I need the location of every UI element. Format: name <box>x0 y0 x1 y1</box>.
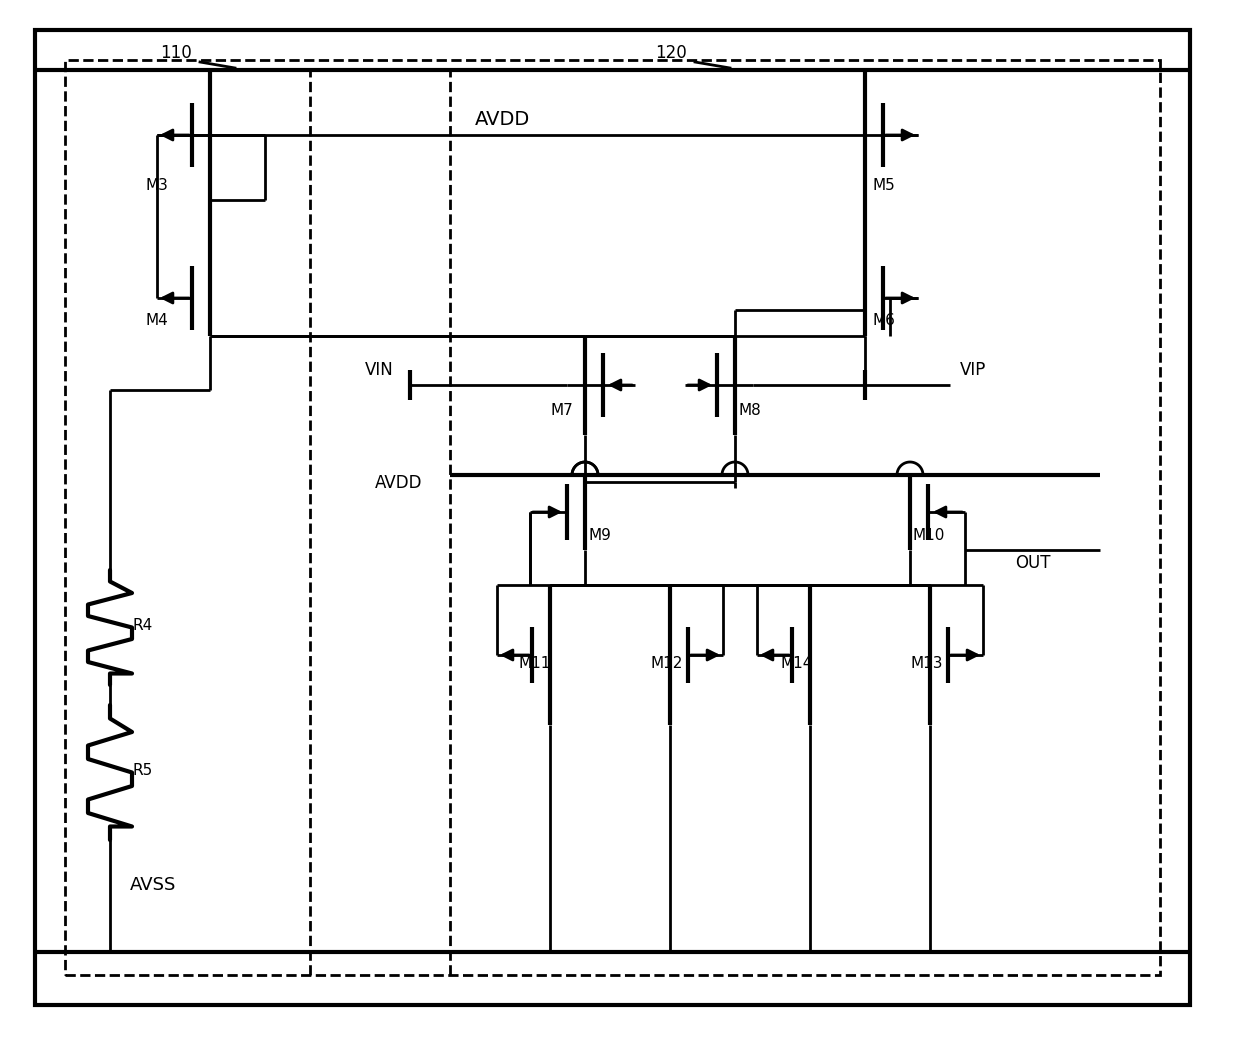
Text: M5: M5 <box>872 178 895 193</box>
Text: M6: M6 <box>872 313 895 328</box>
Text: R5: R5 <box>131 763 153 778</box>
Text: M9: M9 <box>588 528 611 543</box>
Text: M13: M13 <box>910 656 942 671</box>
Text: M14: M14 <box>780 656 812 671</box>
Text: AVDD: AVDD <box>475 110 531 129</box>
Text: M4: M4 <box>145 313 167 328</box>
Text: AVSS: AVSS <box>130 876 176 894</box>
Text: R4: R4 <box>131 618 153 633</box>
Text: M8: M8 <box>738 404 761 418</box>
Text: M11: M11 <box>518 656 551 671</box>
Text: 120: 120 <box>655 44 687 62</box>
Text: M7: M7 <box>551 404 573 418</box>
Text: AVDD: AVDD <box>374 474 423 492</box>
Text: VIN: VIN <box>365 361 394 379</box>
Text: VIP: VIP <box>960 361 986 379</box>
Text: M10: M10 <box>911 528 945 543</box>
Text: M3: M3 <box>145 178 167 193</box>
Bar <box>64 60 1159 976</box>
Text: 110: 110 <box>160 44 192 62</box>
Text: OUT: OUT <box>1016 554 1050 572</box>
Text: M12: M12 <box>650 656 682 671</box>
